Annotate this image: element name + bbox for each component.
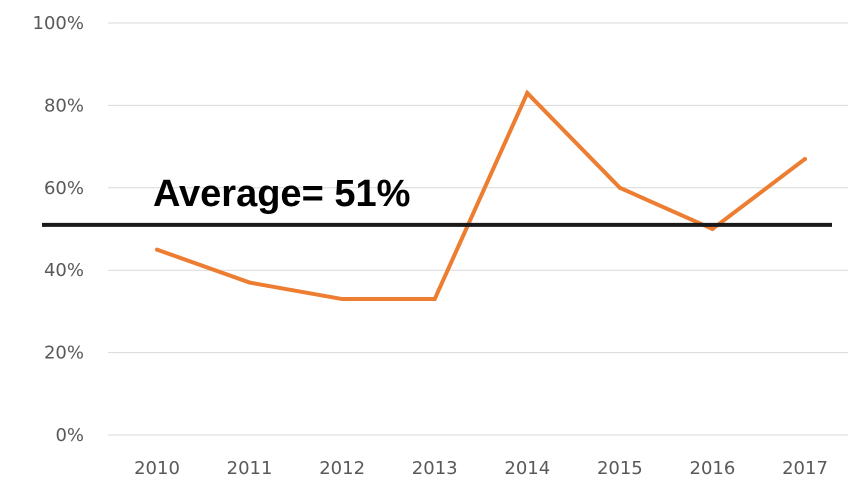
data-point	[340, 297, 345, 302]
x-tick-label: 2015	[597, 458, 643, 479]
data-point	[617, 185, 622, 190]
x-tick-label: 2017	[782, 458, 828, 479]
average-label: Average= 51%	[153, 173, 410, 215]
y-tick-label: 60%	[44, 178, 84, 199]
data-point	[247, 280, 252, 285]
data-point	[432, 297, 437, 302]
data-point	[710, 227, 715, 231]
data-point	[803, 156, 807, 161]
y-tick-label: 100%	[33, 13, 84, 34]
series-group	[155, 89, 807, 302]
data-point	[155, 247, 159, 252]
x-tick-label: 2012	[319, 458, 365, 479]
gridlines	[108, 22, 848, 436]
x-tick-label: 2011	[227, 458, 273, 479]
average-reference-group: Average= 51%	[42, 173, 832, 227]
y-tick-label: 0%	[55, 425, 84, 446]
x-axis-tick-labels: 2010 2011 2012 2013 2014 2015 2016 2017	[134, 458, 828, 479]
x-tick-label: 2014	[504, 458, 550, 479]
data-point	[525, 91, 530, 96]
y-tick-label: 80%	[44, 95, 84, 116]
x-tick-label: 2013	[412, 458, 458, 479]
y-tick-label: 20%	[44, 343, 84, 364]
y-axis-tick-labels: 0% 20% 40% 60% 80% 100%	[33, 13, 84, 446]
series-line	[156, 89, 807, 302]
x-tick-label: 2010	[134, 458, 180, 479]
y-tick-label: 40%	[44, 260, 84, 281]
x-tick-label: 2016	[690, 458, 736, 479]
